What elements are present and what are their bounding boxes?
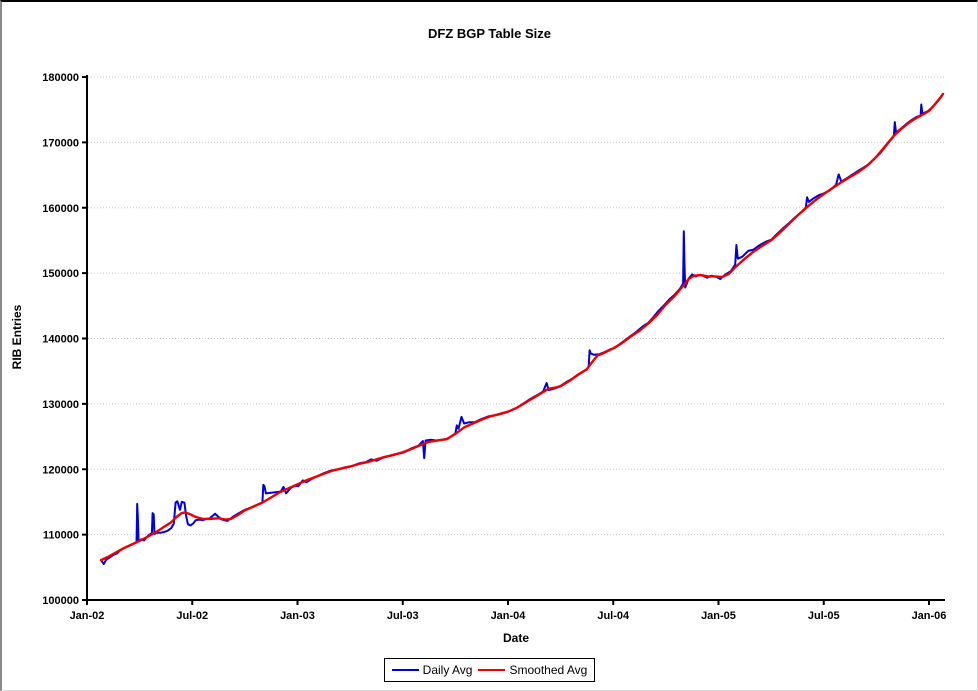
x-tick-label: Jul-02 <box>176 610 208 622</box>
y-tick-label: 170000 <box>42 137 79 149</box>
x-tick-label: Jan-02 <box>70 610 105 622</box>
y-tick-label: 130000 <box>42 399 79 411</box>
legend: Daily Avg Smoothed Avg <box>383 658 596 682</box>
y-tick-label: 140000 <box>42 334 79 346</box>
x-tick-label: Jan-03 <box>280 610 315 622</box>
smoothed-avg-line <box>99 92 945 562</box>
x-tick-label: Jul-03 <box>387 610 419 622</box>
daily-avg-line-swatch <box>391 669 419 671</box>
legend-item-smoothed-avg: Smoothed Avg <box>478 663 587 677</box>
legend-daily-avg-label: Daily Avg <box>422 663 473 677</box>
smoothed-avg-line-swatch <box>478 669 506 671</box>
x-tick-label: Jul-05 <box>808 610 840 622</box>
legend-item-daily-avg: Daily Avg <box>391 663 473 677</box>
x-tick-label: Jan-05 <box>701 610 736 622</box>
x-axis-title: Date <box>502 631 529 645</box>
x-tick-label: Jul-04 <box>597 610 630 622</box>
y-tick-label: 100000 <box>42 595 79 607</box>
legend-smoothed-avg-label: Smoothed Avg <box>509 663 588 677</box>
y-tick-label: 120000 <box>42 464 79 476</box>
daily-avg-line <box>100 93 944 565</box>
y-tick-label: 180000 <box>42 72 79 84</box>
x-tick-label: Jan-06 <box>912 610 947 622</box>
chart-title: DFZ BGP Table Size <box>427 26 552 41</box>
y-tick-label: 150000 <box>42 268 79 280</box>
y-tick-label: 110000 <box>43 530 79 542</box>
y-tick-label: 160000 <box>42 203 79 215</box>
x-tick-label: Jan-04 <box>491 610 527 622</box>
